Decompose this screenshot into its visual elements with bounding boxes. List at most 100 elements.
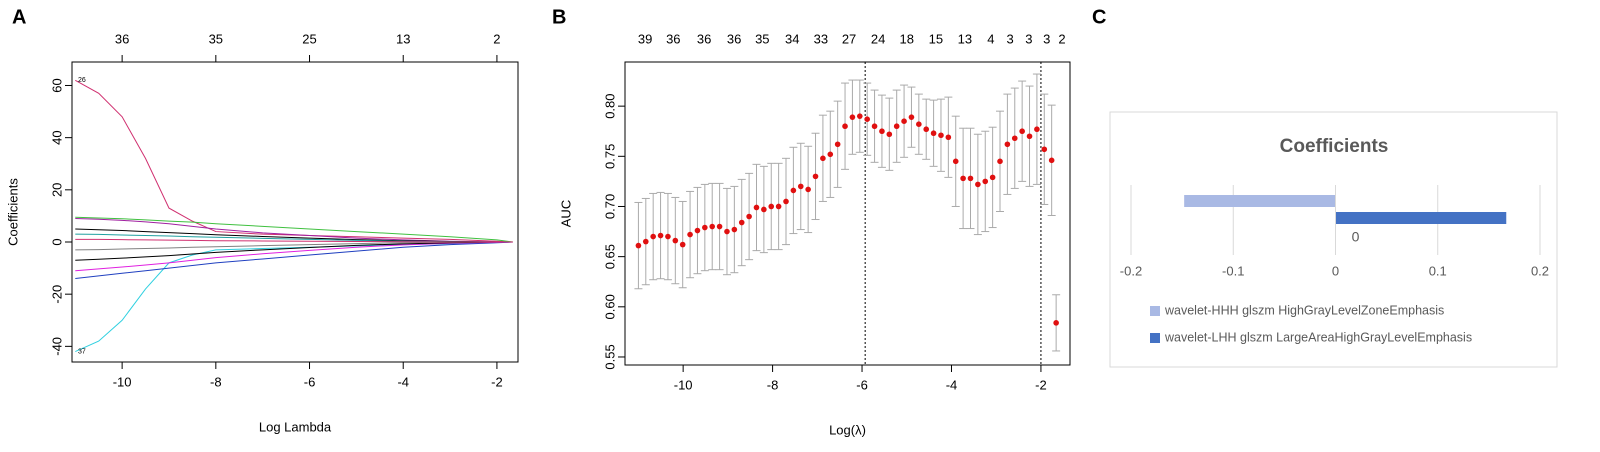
auc-point bbox=[679, 241, 686, 248]
y-axis-label: Coefficients bbox=[5, 178, 20, 246]
auc-point bbox=[1011, 135, 1018, 142]
x-tick-label: -8 bbox=[767, 377, 779, 392]
auc-point bbox=[746, 213, 752, 220]
y-tick-label: 40 bbox=[49, 130, 64, 144]
auc-point bbox=[753, 204, 760, 211]
top-tick-label: 27 bbox=[842, 31, 856, 46]
x-tick-label: -0.2 bbox=[1120, 263, 1142, 278]
coefficient-path bbox=[75, 218, 513, 243]
x-tick-label: -10 bbox=[113, 374, 132, 389]
top-tick-label: 15 bbox=[929, 31, 943, 46]
auc-point bbox=[635, 242, 642, 249]
legend-label: wavelet-LHH glszm LargeAreaHighGrayLevel… bbox=[1164, 330, 1472, 344]
y-tick-label: 0.65 bbox=[602, 244, 617, 269]
auc-point bbox=[812, 173, 819, 180]
y-tick-label: 0.75 bbox=[602, 144, 617, 169]
coefficient-path bbox=[75, 241, 513, 353]
auc-point bbox=[775, 203, 782, 210]
auc-point bbox=[783, 198, 789, 205]
top-tick-label: 36 bbox=[666, 31, 680, 46]
x-tick-label: -4 bbox=[397, 374, 409, 389]
x-tick-label: 0.1 bbox=[1429, 263, 1447, 278]
top-tick-label: 13 bbox=[958, 31, 972, 46]
auc-point bbox=[952, 158, 959, 165]
path-label: 37 bbox=[78, 348, 86, 355]
coefficient-path bbox=[75, 216, 513, 243]
coefficient-path bbox=[75, 241, 513, 280]
top-tick-label: 33 bbox=[814, 31, 828, 46]
legend-label: wavelet-HHH glszm HighGrayLevelZoneEmpha… bbox=[1164, 303, 1444, 317]
x-axis-label: Log Lambda bbox=[259, 419, 332, 434]
auc-point bbox=[805, 186, 811, 193]
auc-point bbox=[916, 121, 922, 128]
auc-point bbox=[665, 233, 671, 240]
chart-title: Coefficients bbox=[1280, 136, 1389, 157]
y-tick-label: 20 bbox=[49, 183, 64, 197]
auc-point bbox=[975, 181, 981, 188]
plot-box bbox=[71, 61, 519, 363]
auc-point bbox=[842, 123, 848, 130]
y-tick-label: 0.80 bbox=[602, 93, 617, 118]
top-tick-label: 3 bbox=[1025, 31, 1032, 46]
y-tick-label: -40 bbox=[49, 337, 64, 356]
x-tick-label: -8 bbox=[210, 374, 222, 389]
top-tick-label: 36 bbox=[727, 31, 741, 46]
x-tick-label: -6 bbox=[304, 374, 316, 389]
top-tick-label: 36 bbox=[115, 31, 129, 46]
top-tick-label: 36 bbox=[697, 31, 711, 46]
auc-point bbox=[738, 219, 745, 226]
legend-swatch bbox=[1150, 333, 1160, 343]
coefficient-path bbox=[75, 79, 513, 243]
legend-swatch bbox=[1150, 306, 1160, 316]
auc-point bbox=[1019, 128, 1025, 135]
auc-point bbox=[879, 128, 885, 135]
top-tick-label: 35 bbox=[209, 31, 223, 46]
top-tick-label: 2 bbox=[1058, 31, 1065, 46]
top-tick-label: 39 bbox=[638, 31, 652, 46]
x-tick-label: -10 bbox=[674, 377, 693, 392]
auc-point bbox=[864, 116, 870, 122]
auc-point bbox=[938, 132, 944, 139]
x-tick-label: -4 bbox=[946, 377, 958, 392]
x-tick-label: -0.1 bbox=[1222, 263, 1244, 278]
auc-point bbox=[856, 113, 863, 119]
coefficient-path bbox=[75, 241, 513, 272]
x-tick-label: -6 bbox=[856, 377, 868, 392]
top-tick-label: 35 bbox=[755, 31, 769, 46]
auc-point bbox=[1041, 146, 1048, 153]
y-tick-label: 0 bbox=[49, 238, 64, 245]
top-tick-label: 13 bbox=[396, 31, 410, 46]
chart-border bbox=[1109, 111, 1558, 368]
auc-point bbox=[797, 183, 804, 190]
x-tick-label: 0.2 bbox=[1531, 263, 1549, 278]
top-tick-label: 2 bbox=[493, 31, 500, 46]
bar bbox=[1335, 212, 1507, 224]
panel-letter: A bbox=[12, 6, 26, 28]
x-tick-label: 0 bbox=[1332, 263, 1339, 278]
path-label: 26 bbox=[78, 77, 86, 84]
auc-point bbox=[989, 174, 996, 181]
y-axis-label: AUC bbox=[558, 200, 573, 227]
auc-point bbox=[901, 118, 907, 124]
auc-point bbox=[724, 228, 730, 235]
auc-point bbox=[834, 141, 841, 148]
auc-point bbox=[908, 114, 915, 120]
auc-point bbox=[694, 227, 701, 234]
top-tick-label: 4 bbox=[987, 31, 994, 46]
auc-point bbox=[997, 158, 1003, 165]
auc-point bbox=[1048, 157, 1055, 164]
auc-point bbox=[1053, 320, 1059, 326]
auc-point bbox=[871, 123, 878, 130]
auc-point bbox=[642, 238, 649, 245]
auc-point bbox=[790, 187, 797, 194]
auc-point bbox=[930, 130, 937, 137]
auc-point bbox=[1026, 133, 1033, 140]
auc-point bbox=[945, 134, 952, 141]
bar bbox=[1184, 195, 1336, 207]
plot-box bbox=[624, 61, 1071, 366]
auc-point bbox=[716, 223, 723, 230]
top-tick-label: 18 bbox=[900, 31, 914, 46]
coefficient-path bbox=[75, 241, 513, 261]
top-tick-label: 3 bbox=[1006, 31, 1013, 46]
